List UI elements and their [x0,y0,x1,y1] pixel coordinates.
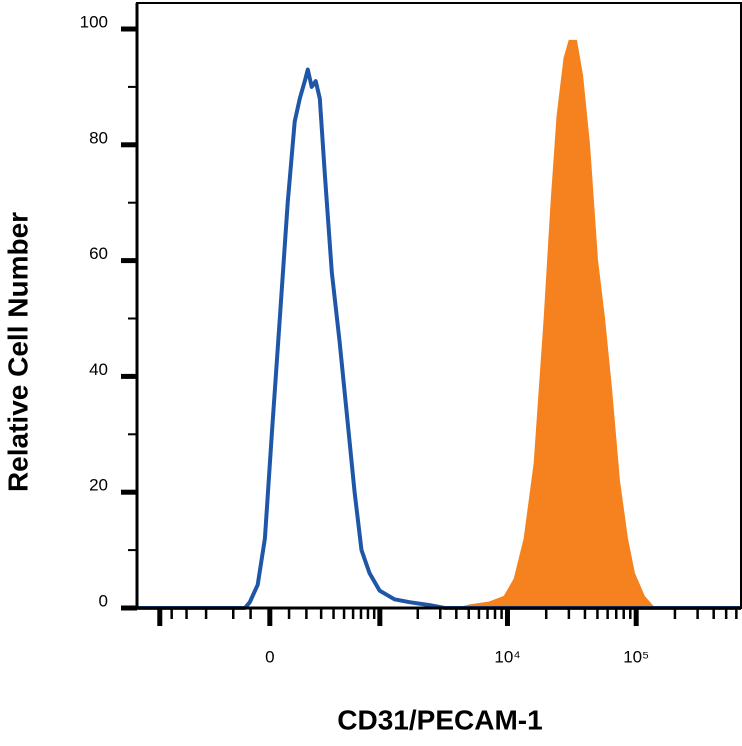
x-tick-label: 0 [265,647,274,666]
y-tick-label: 0 [99,591,108,610]
area [136,39,742,609]
y-tick-label: 60 [89,244,108,263]
y-tick-label: 20 [89,476,108,495]
y-tick-label: 80 [89,128,108,147]
plot-frame [136,2,742,609]
y-axis-label: Relative Cell Number [2,212,33,492]
x-tick-label: 10⁵ [623,647,649,666]
x-axis-label: CD31/PECAM-1 [337,704,542,735]
y-tick-label: 100 [80,12,108,31]
y-tick-label: 40 [89,360,108,379]
x-tick-label: 10⁴ [494,647,520,666]
line [137,67,741,610]
